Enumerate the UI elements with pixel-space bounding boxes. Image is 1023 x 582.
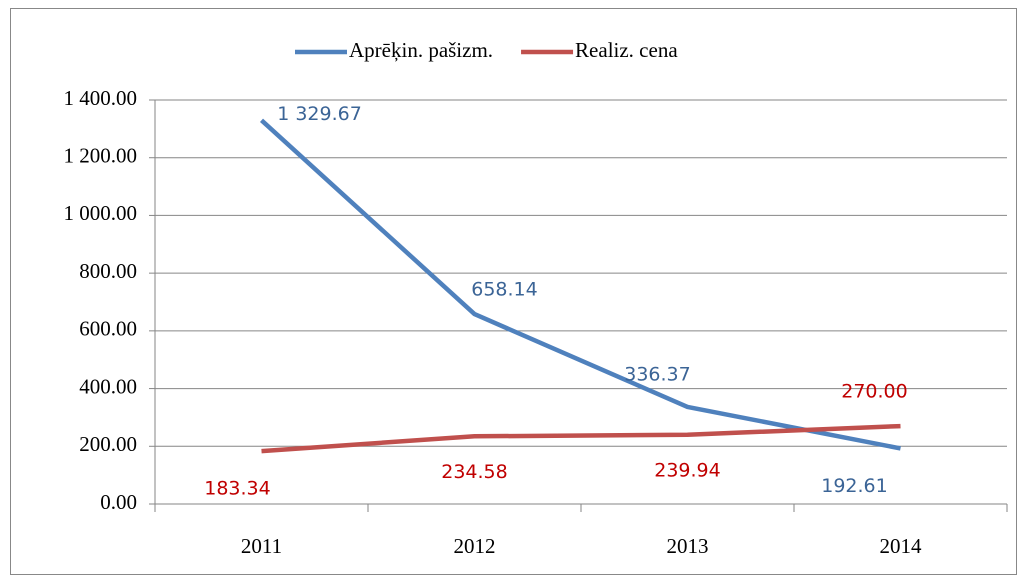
x-tick-label: 2014 — [880, 534, 923, 558]
x-tick-label: 2013 — [667, 534, 709, 558]
y-tick-label: 400.00 — [79, 374, 137, 398]
series-line — [259, 118, 901, 451]
series-line — [261, 423, 901, 454]
data-label: 239.94 — [654, 459, 720, 481]
y-tick-label: 0.00 — [100, 490, 137, 514]
y-tick-label: 600.00 — [79, 317, 137, 341]
data-label: 234.58 — [441, 461, 507, 483]
data-label: 1 329.67 — [277, 103, 362, 125]
y-tick-label: 1 400.00 — [64, 86, 138, 110]
x-tick-label: 2011 — [241, 534, 282, 558]
data-label: 270.00 — [841, 381, 907, 403]
data-label: 658.14 — [471, 279, 537, 301]
legend-label: Aprēķin. pašizm. — [349, 38, 493, 62]
y-tick-label: 1 000.00 — [64, 201, 138, 225]
x-tick-label: 2012 — [454, 534, 496, 558]
chart-frame — [10, 8, 1017, 575]
y-tick-label: 200.00 — [79, 432, 137, 456]
data-label: 192.61 — [821, 475, 887, 497]
y-tick-label: 800.00 — [79, 259, 137, 283]
y-tick-label: 1 200.00 — [64, 144, 138, 168]
data-label: 336.37 — [624, 363, 690, 385]
data-label: 183.34 — [204, 478, 270, 500]
legend-label: Realiz. cena — [575, 38, 678, 62]
